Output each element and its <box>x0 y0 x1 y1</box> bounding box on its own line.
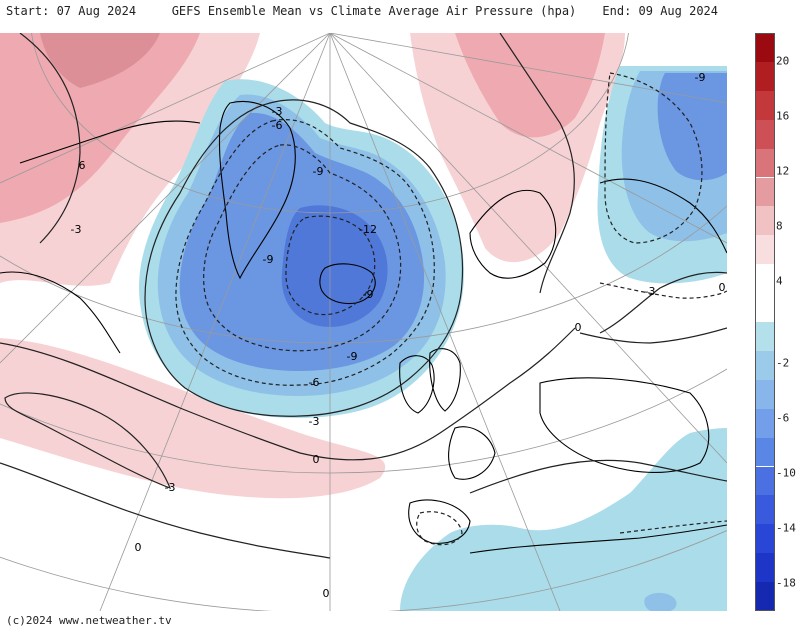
coastlines <box>0 100 727 554</box>
colorbar-segment <box>755 379 775 409</box>
colorbar-tick-label: 12 <box>776 164 790 178</box>
colorbar-tick-label: 20 <box>776 54 790 68</box>
positive-anomaly-fill <box>0 33 625 499</box>
colorbar-segment <box>755 206 775 236</box>
contour-labels: -3 -6 -9 -9 -12 -9 -9 -6 -3 0 0 0 0 6 -3… <box>71 71 726 600</box>
contour-label: -9 <box>347 350 358 363</box>
contour-label: -3 <box>645 285 656 298</box>
contour-label: -9 <box>313 165 324 178</box>
colorbar-tick-label: -6 <box>776 411 790 425</box>
colorbar-tick-label: 4 <box>776 274 783 288</box>
colorbar-segment <box>755 61 775 91</box>
contour-label: -12 <box>359 223 377 236</box>
contour-label: -9 <box>695 71 706 84</box>
colorbar-segment <box>755 350 775 380</box>
colorbar <box>755 33 775 611</box>
colorbar-segment <box>755 582 775 611</box>
contour-label: 0 <box>135 541 142 554</box>
colorbar-segment <box>755 235 775 265</box>
contour-label: -3 <box>165 481 176 494</box>
negative-anomaly-fill <box>139 66 727 611</box>
contour-label: 6 <box>79 159 86 172</box>
contour-label: -9 <box>263 253 274 266</box>
colorbar-segment <box>755 90 775 120</box>
anomaly-contours <box>0 33 727 559</box>
pressure-anomaly-map: -3 -6 -9 -9 -12 -9 -9 -6 -3 0 0 0 0 6 -3… <box>0 33 727 611</box>
contour-label: 0 <box>323 587 330 600</box>
colorbar-tick-label: -2 <box>776 356 790 370</box>
contour-label: -3 <box>272 105 283 118</box>
contour-label: 0 <box>719 281 726 294</box>
contour-label: -3 <box>309 415 320 428</box>
colorbar-segment <box>755 437 775 467</box>
colorbar-segment <box>755 148 775 178</box>
colorbar-segment <box>755 264 775 294</box>
colorbar-segment <box>755 495 775 525</box>
colorbar-segment <box>755 466 775 496</box>
contour-label: -6 <box>309 376 320 389</box>
colorbar-segment <box>755 119 775 149</box>
colorbar-segment <box>755 33 775 62</box>
colorbar-segment <box>755 408 775 438</box>
contour-label: 0 <box>575 321 582 334</box>
colorbar-segment <box>755 177 775 207</box>
colorbar-tick-label: 16 <box>776 109 790 123</box>
end-date: End: 09 Aug 2024 <box>602 4 718 18</box>
colorbar-segment <box>755 524 775 554</box>
colorbar-tick-label: -18 <box>776 576 796 590</box>
colorbar-tick-label: 8 <box>776 219 783 233</box>
contour-label: 0 <box>313 453 320 466</box>
colorbar-tick-label: -14 <box>776 521 796 535</box>
chart-title: GEFS Ensemble Mean vs Climate Average Ai… <box>171 4 577 18</box>
contour-label: -6 <box>272 119 283 132</box>
colorbar-segment <box>755 293 775 322</box>
colorbar-segment <box>755 322 775 351</box>
credit: (c)2024 www.netweather.tv <box>6 614 172 627</box>
start-date: Start: 07 Aug 2024 <box>6 4 137 18</box>
colorbar-segment <box>755 553 775 583</box>
contour-label: -9 <box>363 288 374 301</box>
contour-label: -3 <box>71 223 82 236</box>
colorbar-tick-label: -10 <box>776 466 796 480</box>
